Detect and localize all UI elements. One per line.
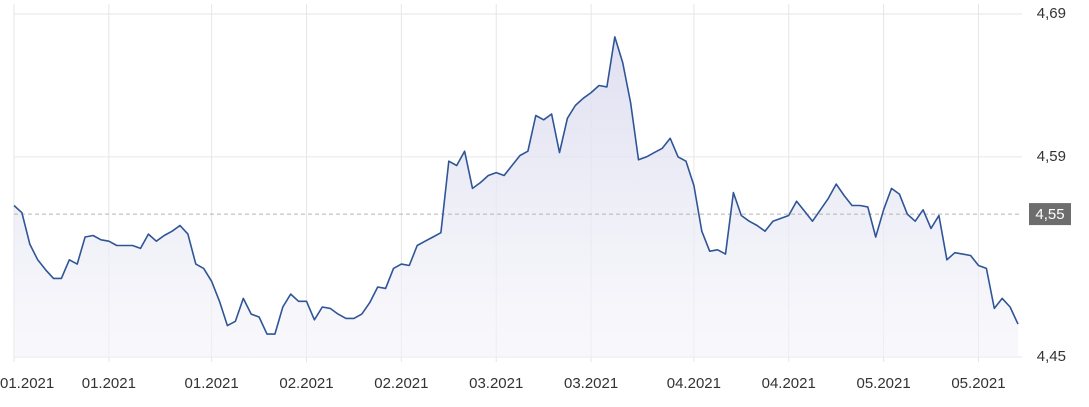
x-tick-label: 04.2021 bbox=[762, 375, 816, 392]
reference-badge bbox=[1029, 203, 1071, 226]
price-line bbox=[13, 36, 1019, 335]
y-tick-label: 4,59 bbox=[1037, 148, 1066, 165]
reference-label: 4,55 bbox=[1035, 206, 1064, 223]
y-tick-label: 4,45 bbox=[1037, 348, 1066, 365]
x-tick-label: 02.2021 bbox=[279, 375, 333, 392]
x-tick-label: 01.2021 bbox=[0, 375, 54, 392]
x-tick-label: 01.2021 bbox=[82, 375, 136, 392]
area-fill bbox=[14, 36, 1018, 358]
y-tick-label: 4,69 bbox=[1037, 5, 1066, 22]
x-tick-label: 05.2021 bbox=[856, 375, 910, 392]
x-tick-label: 04.2021 bbox=[667, 375, 721, 392]
x-tick-label: 02.2021 bbox=[374, 375, 428, 392]
x-tick-label: 01.2021 bbox=[185, 375, 239, 392]
x-tick-label: 03.2021 bbox=[564, 375, 618, 392]
x-tick-label: 03.2021 bbox=[469, 375, 523, 392]
x-tick-label: 05.2021 bbox=[951, 375, 1005, 392]
